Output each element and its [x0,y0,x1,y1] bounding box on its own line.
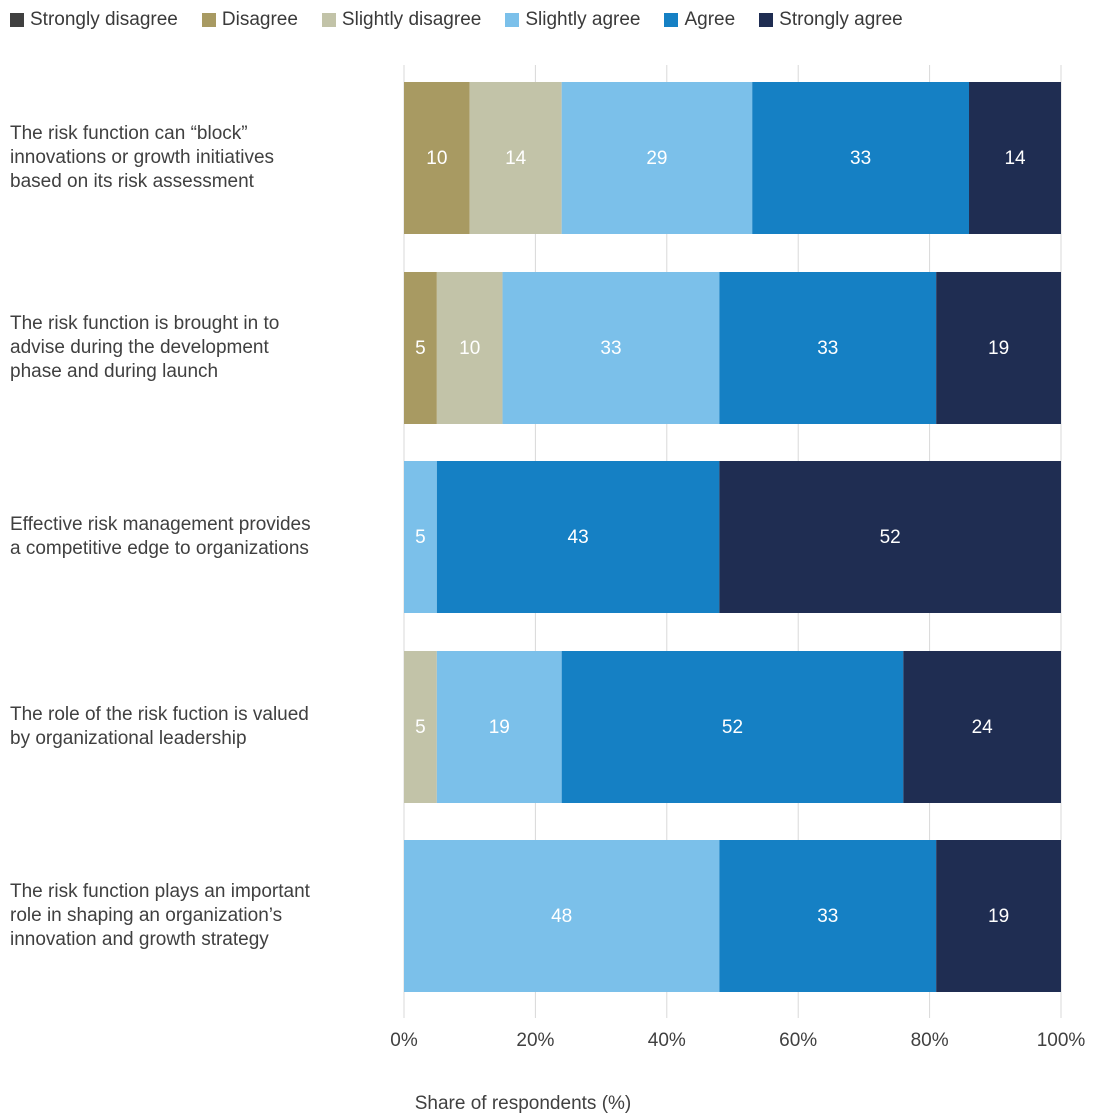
x-axis-label: Share of respondents (%) [373,1094,673,1114]
x-tick-label: 80% [911,1030,949,1051]
data-label: 48 [551,906,572,927]
x-tick-label: 100% [1037,1030,1086,1051]
data-label: 29 [646,148,667,169]
data-label: 52 [722,717,743,738]
x-tick-label: 20% [516,1030,554,1051]
category-label-line: role in shaping an organization’s [10,904,350,928]
data-label: 19 [489,717,510,738]
category-label: The risk function plays an important role… [10,880,350,952]
data-label: 43 [568,527,589,548]
category-label-line: The role of the risk fuction is valued [10,703,350,727]
data-label: 5 [415,338,426,359]
category-label-line: Effective risk management provides [10,513,350,537]
data-label: 33 [817,906,838,927]
category-label: The risk function is brought in to advise… [10,312,350,384]
category-label-line: phase and during launch [10,360,350,384]
category-label: The risk function can “block” innovations… [10,122,350,194]
data-label: 5 [415,527,426,548]
data-label: 14 [505,148,527,169]
data-label: 52 [880,527,901,548]
category-label-line: The risk function can “block” [10,122,350,146]
category-label-line: advise during the development [10,336,350,360]
category-label-line: innovation and growth strategy [10,928,350,952]
x-tick-label: 60% [779,1030,817,1051]
category-label-line: The risk function is brought in to [10,312,350,336]
data-label: 19 [988,338,1009,359]
data-label: 19 [988,906,1009,927]
category-label-line: by organizational leadership [10,727,350,751]
data-label: 33 [817,338,838,359]
category-label-line: based on its risk assessment [10,170,350,194]
data-label: 33 [600,338,621,359]
category-label-line: innovations or growth initiatives [10,146,350,170]
data-label: 10 [459,338,480,359]
category-label: Effective risk management provides a comp… [10,513,350,561]
category-label-line: The risk function plays an important [10,880,350,904]
data-label: 5 [415,717,426,738]
x-tick-label: 40% [648,1030,686,1051]
data-label: 14 [1004,148,1026,169]
category-label: The role of the risk fuction is valued by… [10,703,350,751]
data-label: 10 [426,148,447,169]
category-label-line: a competitive edge to organizations [10,537,350,561]
data-label: 24 [972,717,994,738]
x-tick-label: 0% [390,1030,418,1051]
data-label: 33 [850,148,871,169]
